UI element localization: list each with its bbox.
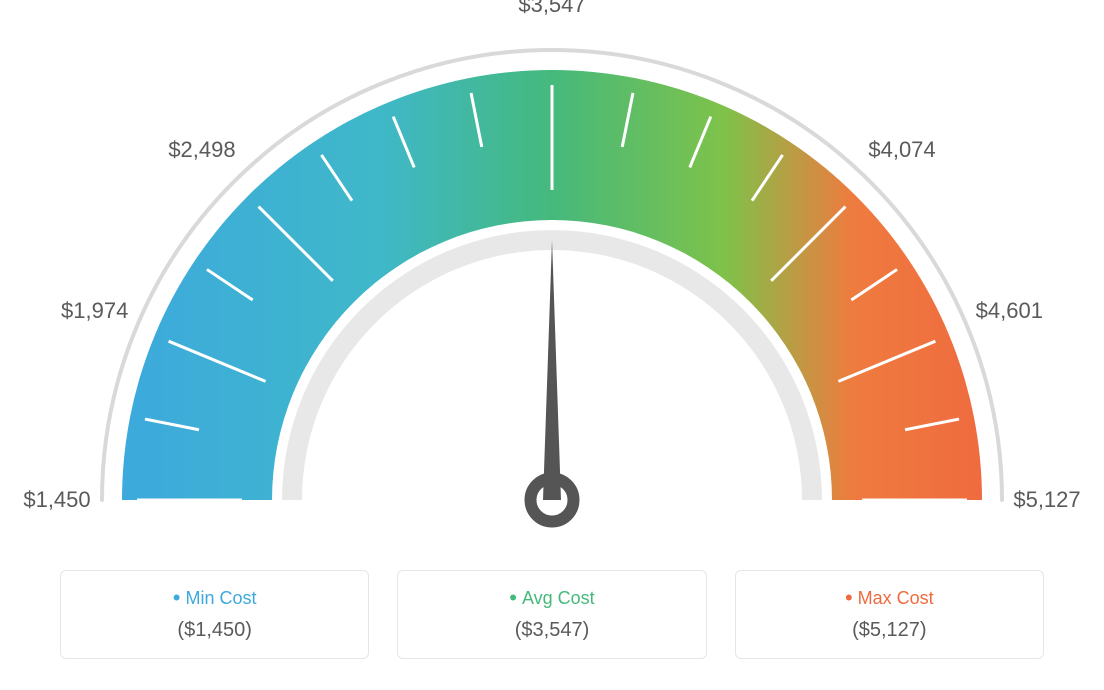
gauge-tick-label: $4,601	[976, 298, 1043, 324]
legend-max-value: ($5,127)	[746, 619, 1033, 642]
gauge-tick-label: $1,450	[23, 487, 90, 513]
gauge-tick-label: $1,974	[61, 298, 128, 324]
legend-min-title: Min Cost	[71, 585, 358, 611]
gauge-tick-label: $3,547	[518, 0, 585, 18]
legend-avg-value: ($3,547)	[408, 619, 695, 642]
gauge-tick-label: $4,074	[868, 137, 935, 163]
legend-avg-title: Avg Cost	[408, 585, 695, 611]
legend-row: Min Cost ($1,450) Avg Cost ($3,547) Max …	[0, 570, 1104, 659]
gauge-chart	[0, 0, 1104, 560]
legend-min-value: ($1,450)	[71, 619, 358, 642]
legend-card-max: Max Cost ($5,127)	[735, 570, 1044, 659]
legend-card-avg: Avg Cost ($3,547)	[397, 570, 706, 659]
gauge-container: $1,450 $1,974 $2,498 $3,547 $4,074 $4,601 $5,1…	[0, 0, 1104, 560]
legend-card-min: Min Cost ($1,450)	[60, 570, 369, 659]
gauge-tick-label: $2,498	[168, 137, 235, 163]
gauge-tick-label: $5,127	[1013, 487, 1080, 513]
legend-max-title: Max Cost	[746, 585, 1033, 611]
